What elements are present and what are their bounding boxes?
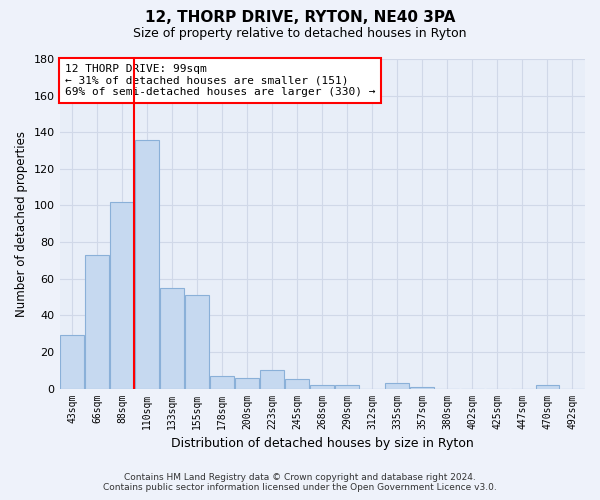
Bar: [410, 386, 434, 388]
Text: 12, THORP DRIVE, RYTON, NE40 3PA: 12, THORP DRIVE, RYTON, NE40 3PA: [145, 10, 455, 25]
Bar: [135, 140, 159, 388]
Bar: [286, 380, 309, 388]
Y-axis label: Number of detached properties: Number of detached properties: [15, 131, 28, 317]
Bar: [160, 288, 184, 388]
X-axis label: Distribution of detached houses by size in Ryton: Distribution of detached houses by size …: [171, 437, 473, 450]
Bar: [335, 385, 359, 388]
Bar: [536, 385, 559, 388]
Bar: [260, 370, 284, 388]
Text: Contains HM Land Registry data © Crown copyright and database right 2024.
Contai: Contains HM Land Registry data © Crown c…: [103, 473, 497, 492]
Text: 12 THORP DRIVE: 99sqm
← 31% of detached houses are smaller (151)
69% of semi-det: 12 THORP DRIVE: 99sqm ← 31% of detached …: [65, 64, 375, 97]
Bar: [110, 202, 134, 388]
Bar: [60, 336, 84, 388]
Bar: [210, 376, 234, 388]
Text: Size of property relative to detached houses in Ryton: Size of property relative to detached ho…: [133, 28, 467, 40]
Bar: [185, 295, 209, 388]
Bar: [85, 255, 109, 388]
Bar: [235, 378, 259, 388]
Bar: [310, 385, 334, 388]
Bar: [385, 383, 409, 388]
